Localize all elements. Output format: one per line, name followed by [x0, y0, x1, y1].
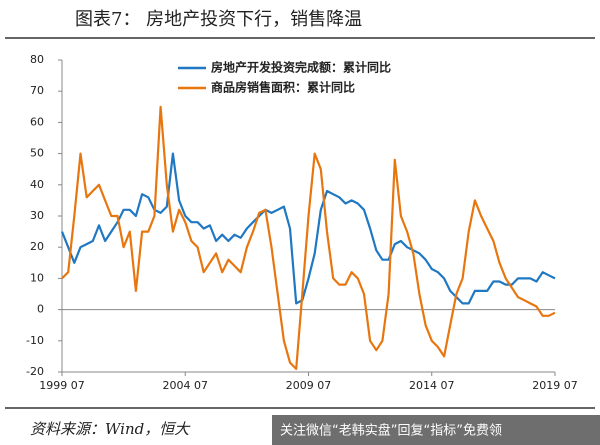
- watermark-box: [272, 415, 600, 445]
- y-tick-label: 70: [30, 84, 44, 97]
- y-tick-label: -10: [26, 334, 44, 347]
- y-tick-label: -20: [26, 365, 44, 378]
- y-tick-label: 60: [30, 115, 44, 128]
- x-tick-label: 2004 07: [163, 379, 209, 392]
- source: 资料来源：Wind，恒大: [30, 420, 191, 438]
- series-line: [60, 152, 556, 305]
- y-tick-label: 50: [30, 147, 44, 160]
- legend-label: 商品房销售面积：累计同比: [211, 80, 355, 95]
- watermark: 关注微信“老韩实盘”回复“指标”免费领: [280, 423, 502, 439]
- x-tick-label: 2009 07: [286, 379, 332, 392]
- x-tick-label: 1999 07: [39, 379, 85, 392]
- y-tick-label: 80: [30, 53, 44, 66]
- y-tick-label: 40: [30, 178, 44, 191]
- y-tick-label: 30: [30, 209, 44, 222]
- chart-title: 图表7： 房地产投资下行，销售降温: [75, 9, 362, 30]
- y-tick-label: 20: [30, 240, 44, 253]
- y-tick-label: 0: [37, 303, 44, 316]
- legend-label: 房地产开发投资完成额：累计同比: [211, 60, 391, 75]
- series-line: [61, 105, 556, 370]
- x-tick-label: 2019 07: [532, 379, 578, 392]
- x-tick-label: 2014 07: [409, 379, 455, 392]
- y-tick-label: 10: [30, 271, 44, 284]
